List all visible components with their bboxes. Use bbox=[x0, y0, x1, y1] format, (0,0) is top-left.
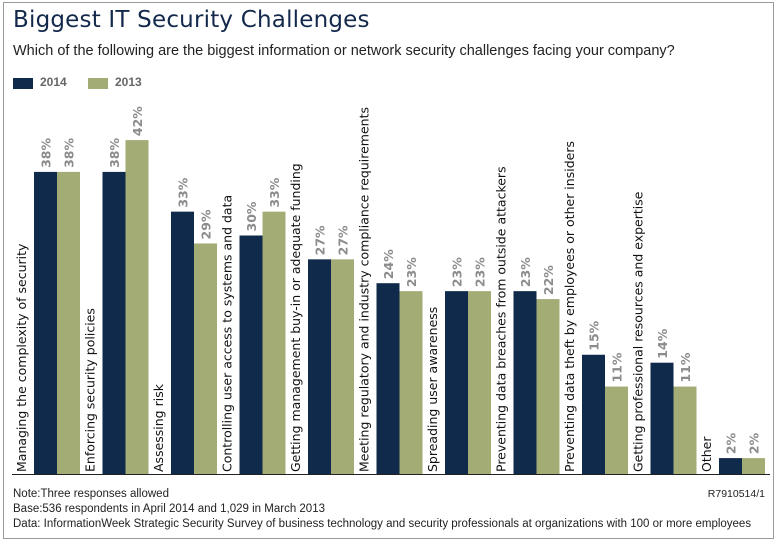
legend-label-2014: 2014 bbox=[40, 75, 67, 89]
bar-2014-8 bbox=[513, 291, 537, 474]
value-label-2013-5: 27% bbox=[336, 225, 351, 255]
bar-2014-4 bbox=[239, 235, 263, 474]
bar-chart: 38% 38% Managing the complexity of securit… bbox=[12, 106, 770, 475]
chart-title: Biggest IT Security Challenges bbox=[13, 7, 370, 33]
bar-2013-8 bbox=[536, 299, 560, 474]
value-label-2013-7: 23% bbox=[473, 257, 488, 287]
bar-2014-5 bbox=[308, 259, 331, 474]
legend-swatch-2013 bbox=[88, 78, 108, 89]
value-label-2013-4: 33% bbox=[267, 177, 282, 207]
footnote-data: Data: InformationWeek Strategic Security… bbox=[13, 518, 752, 530]
category-label-11: Other bbox=[699, 436, 714, 472]
value-label-2014-11: 2% bbox=[724, 432, 739, 454]
category-label-10: Getting professional resources and exper… bbox=[631, 191, 646, 472]
value-label-2014-9: 15% bbox=[587, 320, 602, 350]
category-label-2: Enforcing security policies bbox=[83, 308, 98, 472]
category-label-8: Preventing data breaches from outside at… bbox=[494, 166, 509, 472]
bar-2014-1 bbox=[34, 171, 57, 474]
chart-frame: Biggest IT Security Challenges Which of … bbox=[3, 2, 774, 539]
category-label-4: Controlling user access to systems and d… bbox=[220, 195, 235, 472]
bar-2013-9 bbox=[605, 386, 628, 474]
value-label-2013-6: 23% bbox=[404, 257, 419, 287]
bar-2013-6 bbox=[399, 291, 423, 474]
value-label-2013-8: 22% bbox=[541, 265, 556, 295]
chart-subtitle: Which of the following are the biggest i… bbox=[13, 43, 675, 59]
value-label-2013-9: 11% bbox=[610, 352, 625, 382]
value-label-2013-3: 29% bbox=[199, 209, 214, 239]
bar-2014-2 bbox=[102, 171, 126, 474]
bar-2014-11 bbox=[719, 458, 742, 474]
category-label-5: Getting management buy-in or adequate fu… bbox=[288, 163, 303, 472]
value-label-2014-6: 24% bbox=[381, 249, 396, 279]
footnote-note: Note:Three responses allowed bbox=[13, 488, 169, 500]
value-label-2013-1: 38% bbox=[62, 138, 77, 168]
value-label-2014-10: 14% bbox=[655, 328, 670, 358]
bar-2013-5 bbox=[331, 259, 354, 474]
value-label-2013-10: 11% bbox=[678, 352, 693, 382]
value-label-2014-2: 38% bbox=[107, 138, 122, 168]
value-label-2014-1: 38% bbox=[39, 138, 54, 168]
bar-2014-7 bbox=[445, 291, 468, 474]
bar-2013-11 bbox=[742, 458, 765, 474]
value-label-2014-5: 27% bbox=[313, 225, 328, 255]
category-label-6: Meeting regulatory and industry complian… bbox=[357, 107, 372, 472]
value-label-2014-7: 23% bbox=[450, 257, 465, 287]
value-label-2013-11: 2% bbox=[747, 432, 762, 454]
bar-2013-1 bbox=[57, 171, 80, 474]
value-label-2014-8: 23% bbox=[518, 257, 533, 287]
legend-swatch-2014 bbox=[13, 78, 33, 89]
category-label-1: Managing the complexity of security bbox=[14, 243, 29, 472]
legend-label-2013: 2013 bbox=[115, 75, 142, 89]
bar-2014-3 bbox=[171, 211, 194, 474]
value-label-2013-2: 42% bbox=[130, 106, 145, 136]
bar-2013-7 bbox=[468, 291, 491, 474]
footnote-base: Base:536 respondents in April 2014 and 1… bbox=[13, 503, 325, 515]
bar-2013-4 bbox=[262, 211, 286, 474]
bar-2013-10 bbox=[673, 386, 697, 474]
bar-2014-9 bbox=[582, 354, 605, 474]
bar-2013-2 bbox=[125, 140, 149, 474]
bar-2013-3 bbox=[194, 243, 217, 474]
reference-code: R7910514/1 bbox=[707, 488, 765, 500]
value-label-2014-4: 30% bbox=[244, 201, 259, 231]
bar-2014-10 bbox=[650, 362, 674, 474]
category-label-9: Preventing data theft by employees or ot… bbox=[562, 141, 577, 472]
bar-2014-6 bbox=[376, 283, 400, 474]
category-label-3: Assessing risk bbox=[151, 383, 166, 472]
category-label-7: Spreading user awareness bbox=[425, 307, 440, 472]
value-label-2014-3: 33% bbox=[176, 177, 191, 207]
